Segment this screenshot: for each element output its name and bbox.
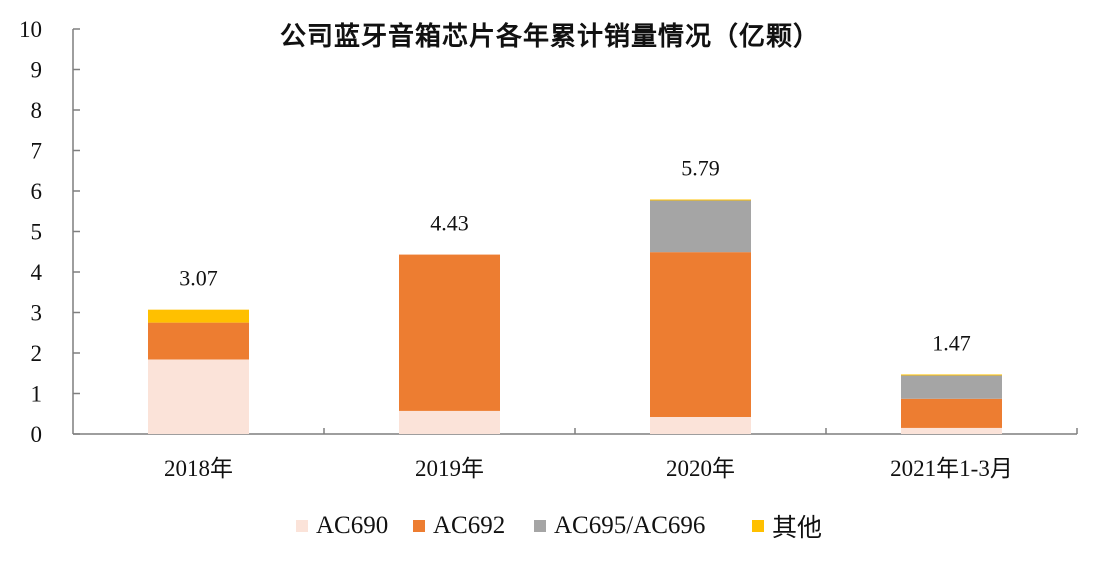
legend-label: AC692	[433, 512, 506, 539]
legend-label: AC690	[316, 512, 389, 539]
y-tick-label: 9	[31, 58, 43, 83]
bar-segment-ac692	[901, 398, 1002, 428]
bar-segment-ac692	[399, 254, 500, 411]
x-tick-label: 2021年1-3月	[890, 456, 1013, 481]
plot-area: 0 1 2 3 4 5 6 7 8 9 10 3.07 2018年 4.43 2019年 5.79 2020年 1…	[19, 17, 1078, 481]
legend-item: 其他	[752, 508, 822, 544]
legend-label: 其他	[772, 515, 823, 542]
y-tick-label: 10	[19, 17, 42, 42]
x-tick-label: 2018年	[164, 456, 233, 481]
legend-swatch-icon	[413, 520, 425, 532]
bar-segment-	[650, 199, 751, 201]
y-tick-label: 6	[31, 179, 43, 204]
y-tick-label: 1	[31, 382, 43, 407]
x-tick-label: 2019年	[415, 456, 484, 481]
bar-segment-ac690	[650, 416, 751, 434]
legend-label: AC695/AC696	[554, 512, 706, 539]
bar-segment-ac690	[399, 410, 500, 434]
y-tick-label: 3	[31, 301, 43, 326]
legend-swatch-icon	[752, 520, 764, 532]
y-tick-label: 5	[31, 220, 43, 245]
total-label: 4.43	[430, 211, 469, 236]
bar-segment-ac690	[901, 427, 1002, 434]
total-label: 5.79	[681, 156, 720, 181]
legend-item: AC690	[296, 508, 388, 544]
bar-segment-ac695ac696	[650, 200, 751, 253]
y-tick-label: 8	[31, 98, 43, 123]
total-label: 3.07	[179, 266, 218, 291]
legend: AC690 AC692 AC695/AC696 其他	[0, 508, 1108, 544]
legend-swatch-icon	[296, 520, 308, 532]
total-label: 1.47	[932, 330, 971, 355]
bar-segment-ac695ac696	[901, 374, 1002, 399]
legend-item: AC695/AC696	[534, 508, 705, 544]
bar-segment-ac692	[650, 252, 751, 417]
y-tick-label: 4	[31, 260, 43, 285]
bar-segment-	[901, 374, 1002, 376]
bar-segment-	[148, 309, 249, 323]
legend-item: AC692	[413, 508, 505, 544]
y-tick-label: 7	[31, 139, 43, 164]
bar-segment-ac690	[148, 359, 249, 434]
x-tick-label: 2020年	[666, 456, 735, 481]
y-tick-label: 0	[31, 422, 43, 447]
legend-swatch-icon	[534, 520, 546, 532]
y-tick-label: 2	[31, 341, 43, 366]
bar-segment-ac692	[148, 322, 249, 360]
chart-title: 公司蓝牙音箱芯片各年累计销量情况（亿颗）	[279, 22, 820, 52]
